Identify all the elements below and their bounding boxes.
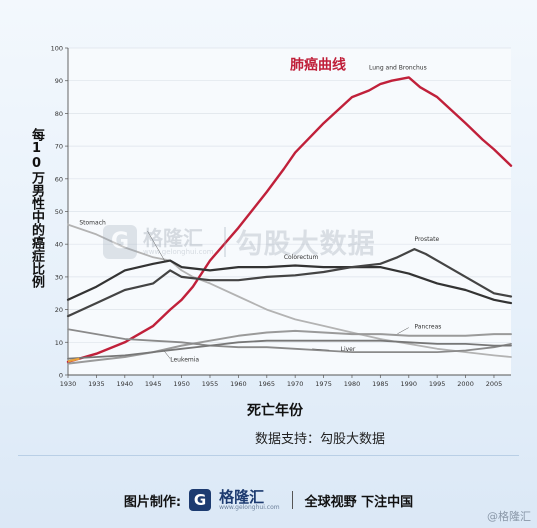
x-tick-label: 1970	[287, 380, 304, 388]
corner-mark: @格隆汇	[487, 510, 531, 523]
footer-separator	[291, 491, 293, 509]
series-label-liver: Liver	[341, 346, 356, 353]
x-tick-label: 1990	[400, 380, 417, 388]
x-tick-label: 1975	[315, 380, 332, 388]
series-line-leukemia	[67, 339, 512, 360]
series-line-colorectum	[66, 259, 513, 305]
series-label-stomach: Stomach	[79, 220, 106, 227]
series-line-lung-and-bronchus	[66, 76, 513, 364]
plot-series	[66, 76, 513, 365]
lung-annotation: 肺癌曲线	[290, 56, 346, 73]
y-tick-label: 20	[55, 306, 63, 314]
x-tick-label: 1950	[173, 380, 190, 388]
series-start-highlight	[67, 357, 80, 363]
y-tick-label: 60	[55, 175, 63, 183]
x-tick-label: 1945	[145, 380, 162, 388]
y-tick-label: 10	[55, 339, 63, 347]
x-tick-label: 1940	[117, 380, 134, 388]
y-axis-label: 每10万男性中的癌症比例	[29, 128, 44, 288]
x-tick-label: 1965	[259, 380, 276, 388]
leader-pancreas	[397, 327, 409, 335]
x-tick-label: 1930	[60, 380, 77, 388]
series-label-lung-and-bronchus: Lung and Bronchus	[369, 64, 427, 71]
source-text: 数据支持：勾股大数据	[255, 432, 386, 447]
slogan: 全球视野 下注中国	[304, 494, 414, 510]
series-label-pancreas: Pancreas	[414, 324, 441, 331]
series-label-leukemia: Leukemia	[170, 356, 199, 363]
x-tick-label: 1985	[372, 380, 389, 388]
x-tick-label: 2000	[457, 380, 474, 388]
logo-sub: www.gelonghui.com	[219, 503, 280, 511]
y-tick-label: 70	[55, 143, 63, 151]
series-line-liver	[67, 328, 512, 353]
leader-liver	[312, 348, 330, 351]
footer-prefix: 图片制作:	[123, 494, 182, 510]
y-tick-label: 40	[55, 241, 63, 249]
logo: 格隆汇 www.gelonghui.com	[219, 487, 280, 511]
plot-grid	[68, 47, 511, 376]
x-tick-label: 1935	[88, 380, 105, 388]
series-line-stomach	[67, 223, 512, 358]
y-tick-label: 50	[55, 208, 63, 216]
y-tick-label: 30	[55, 273, 63, 281]
logo-icon: G	[189, 489, 212, 511]
divider	[18, 455, 519, 456]
x-tick-label: 2005	[486, 380, 503, 388]
x-tick-label: 1980	[344, 380, 361, 388]
series-labels: Lung and Bronchus Stomach Colorectum Prosta…	[79, 56, 441, 363]
series-label-prostate: Prostate	[414, 236, 439, 243]
plot-axes: 0 10 20 30 40 50 60 70 80 90 100 1930 1935 1940 1945 19…	[51, 45, 511, 388]
y-tick-label: 80	[55, 110, 63, 118]
leader-stomach	[147, 230, 165, 261]
y-tick-label: 100	[51, 45, 63, 53]
series-line-prostate	[66, 248, 513, 318]
line-chart: 0 10 20 30 40 50 60 70 80 90 100 1930 1935 1940 1945 19…	[51, 45, 513, 388]
x-tick-label: 1955	[202, 380, 219, 388]
x-tick-label: 1995	[429, 380, 446, 388]
x-tick-label: 1960	[230, 380, 247, 388]
series-label-colorectum: Colorectum	[284, 254, 319, 261]
leader-leukemia	[164, 351, 171, 359]
x-axis-label: 死亡年份	[247, 403, 303, 419]
logo-text: 格隆汇	[219, 487, 265, 506]
y-tick-label: 90	[55, 77, 63, 85]
y-tick-label: 0	[59, 372, 63, 380]
footer: 图片制作: G 格隆汇 www.gelonghui.com 全球视野 下注中国	[0, 480, 537, 520]
